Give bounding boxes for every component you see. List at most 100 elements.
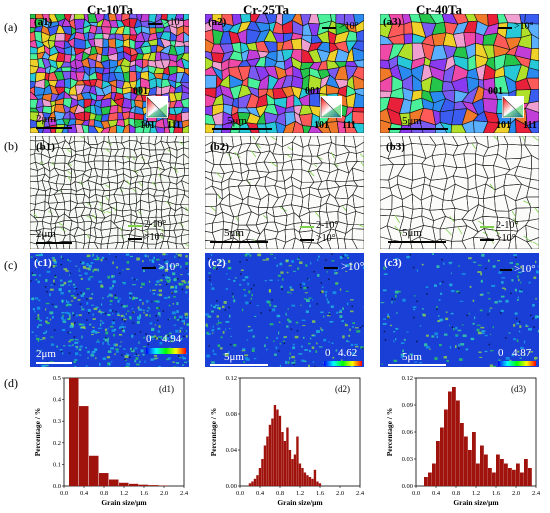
- kam-speckle-dot: [393, 360, 397, 362]
- kam-speckle-dot: [327, 301, 329, 304]
- high-angle-boundary: [213, 212, 224, 223]
- histogram-bar: [256, 475, 258, 486]
- scale-bar-label-b2: 5μm: [224, 228, 244, 238]
- kam-speckle-dot: [490, 364, 493, 367]
- histogram-bar: [448, 392, 452, 487]
- kam-speckle-dot: [184, 282, 186, 284]
- kam-speckle-dot: [306, 310, 309, 313]
- kam-boundary-dot: [54, 283, 56, 285]
- low-angle-boundary: [253, 136, 255, 140]
- scale-bar-label-c1: 2μm: [36, 349, 56, 359]
- kam-speckle-dot: [296, 322, 299, 324]
- kam-boundary-dot: [61, 264, 63, 266]
- kam-speckle-dot: [474, 316, 475, 319]
- kam-speckle-dot: [173, 303, 174, 305]
- kam-speckle-dot: [39, 275, 41, 277]
- kam-speckle-dot: [244, 357, 248, 358]
- kam-speckle-dot: [494, 301, 497, 303]
- scale-bar-b1: [36, 242, 72, 244]
- kam-speckle-dot: [69, 332, 71, 333]
- high-angle-boundary: [101, 182, 110, 190]
- kam-boundary-dot: [131, 349, 133, 351]
- high-angle-boundary: [74, 227, 84, 236]
- kam-speckle-dot: [62, 315, 64, 317]
- kam-speckle-dot: [422, 313, 423, 315]
- histogram-bar: [109, 480, 119, 486]
- kam-boundary-dot: [307, 278, 309, 280]
- kam-speckle-dot: [333, 291, 337, 294]
- kam-speckle-dot: [70, 325, 74, 328]
- kam-speckle-dot: [134, 360, 136, 363]
- kam-boundary-dot: [228, 307, 230, 309]
- kam-boundary-dot: [163, 274, 165, 276]
- y-tick-label: 0.04: [226, 447, 238, 454]
- kam-speckle-dot: [432, 253, 434, 255]
- histogram-bar: [516, 464, 520, 487]
- high-angle-boundary: [317, 170, 330, 182]
- kam-speckle-dot: [305, 264, 307, 266]
- kam-boundary-dot: [122, 319, 124, 321]
- kam-speckle-dot: [111, 294, 112, 296]
- low-angle-boundary: [532, 136, 539, 141]
- kam-speckle-dot: [75, 266, 77, 267]
- kam-speckle-dot: [468, 257, 472, 259]
- high-angle-boundary: [176, 195, 185, 205]
- high-angle-boundary: [293, 185, 303, 197]
- kam-speckle-dot: [81, 278, 83, 280]
- histogram-bar: [520, 473, 524, 487]
- kam-speckle-dot: [51, 284, 53, 285]
- kam-speckle-dot: [481, 254, 484, 257]
- low-angle-boundary: [210, 207, 215, 212]
- kam-speckle-dot: [490, 334, 491, 335]
- kam-speckle-dot: [327, 271, 328, 273]
- ipf-grain: [291, 39, 302, 50]
- ipf-grain: [205, 75, 217, 88]
- kam-speckle-dot: [180, 274, 183, 275]
- kam-speckle-dot: [53, 280, 55, 283]
- kam-boundary-dot: [115, 311, 117, 313]
- kam-speckle-dot: [245, 254, 248, 256]
- kam-speckle-dot: [182, 356, 183, 358]
- kam-boundary-dot: [298, 257, 300, 259]
- kam-speckle-dot: [206, 332, 208, 335]
- kam-boundary-dot: [351, 306, 353, 308]
- kam-speckle-dot: [132, 308, 134, 310]
- kam-speckle-dot: [347, 303, 349, 306]
- histogram-bar: [276, 410, 278, 487]
- kam-speckle-dot: [270, 254, 273, 255]
- kam-speckle-dot: [156, 280, 159, 282]
- kam-speckle-dot: [39, 320, 42, 322]
- kam-speckle-dot: [133, 297, 134, 299]
- kam-max-label-c3: 4.87: [512, 348, 531, 358]
- kam-speckle-dot: [152, 339, 154, 340]
- ipf-corner-101: 101: [140, 121, 155, 131]
- kam-speckle-dot: [142, 260, 144, 262]
- kam-speckle-dot: [220, 347, 223, 349]
- kam-speckle-dot: [74, 342, 78, 344]
- kam-speckle-dot: [254, 316, 256, 317]
- kam-speckle-dot: [211, 329, 214, 331]
- kam-boundary-dot: [52, 304, 54, 306]
- kam-boundary-dot: [129, 357, 131, 359]
- high-angle-boundary: [346, 185, 358, 199]
- high-angle-boundary: [515, 175, 531, 187]
- low-angle-boundary: [114, 207, 117, 211]
- high-angle-boundary: [529, 179, 539, 189]
- kam-speckle-dot: [176, 362, 179, 364]
- kam-boundary-dot: [416, 341, 418, 343]
- kam-speckle-dot: [33, 308, 35, 310]
- high-angle-boundary: [107, 242, 118, 249]
- row-label-b: (b): [4, 139, 18, 154]
- histogram-bar: [139, 485, 149, 486]
- kam-speckle-dot: [480, 273, 482, 276]
- kam-speckle-dot: [93, 314, 94, 316]
- kam-speckle-dot: [279, 322, 280, 323]
- kam-speckle-dot: [138, 306, 140, 308]
- kam-speckle-dot: [444, 334, 448, 336]
- kam-speckle-dot: [86, 288, 89, 290]
- kam-speckle-dot: [223, 331, 225, 334]
- high-angle-boundary: [216, 194, 222, 206]
- high-angle-boundary: [412, 155, 426, 164]
- kam-speckle-dot: [537, 266, 539, 267]
- high-angle-boundary: [181, 181, 189, 192]
